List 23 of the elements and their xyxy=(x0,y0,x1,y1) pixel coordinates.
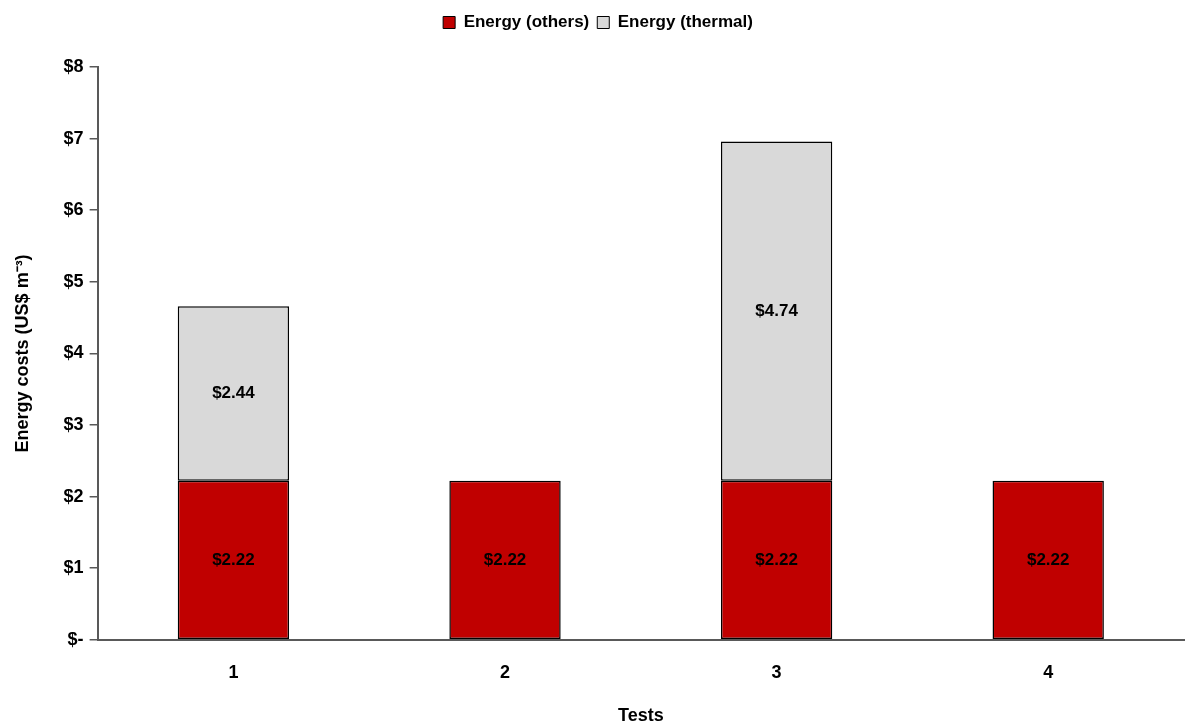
legend-label: Energy (thermal) xyxy=(617,12,753,32)
data-label: $2.22 xyxy=(212,549,255,569)
x-tick-label: 2 xyxy=(500,661,511,682)
x-tick-label: 1 xyxy=(228,661,239,682)
y-tick-label: $8 xyxy=(63,55,84,76)
y-axis-title: Energy costs (US$ m⁻³) xyxy=(11,254,32,453)
data-label: $2.44 xyxy=(212,383,256,403)
data-label: $4.74 xyxy=(755,300,799,320)
data-label: $2.22 xyxy=(1026,549,1070,569)
y-tick-label: $1 xyxy=(63,557,84,578)
x-tick-label: 3 xyxy=(771,661,782,682)
x-axis-title: Tests xyxy=(617,705,664,726)
x-tick-label: 4 xyxy=(1043,661,1054,682)
data-label: $2.22 xyxy=(755,549,798,569)
y-tick-label: $5 xyxy=(63,270,84,291)
y-tick-label: $3 xyxy=(63,413,84,434)
y-tick-label: $2 xyxy=(63,485,84,506)
data-label: $2.22 xyxy=(483,549,527,569)
y-tick-label: $7 xyxy=(63,127,84,148)
y-tick-label: $4 xyxy=(63,342,84,363)
y-tick-label: $- xyxy=(67,628,84,649)
legend-label: Energy (others) xyxy=(463,12,590,32)
y-tick-label: $6 xyxy=(63,199,84,220)
